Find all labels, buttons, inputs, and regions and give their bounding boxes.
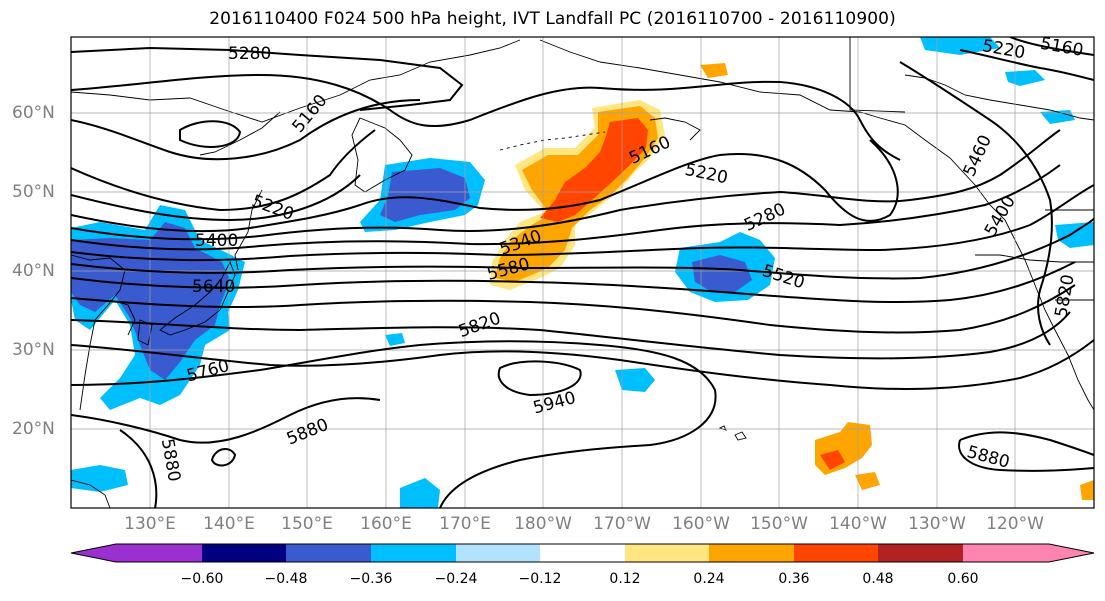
colorbar-tick-label: −0.60 [180, 571, 224, 587]
lat-label: 30°N [12, 340, 55, 360]
lat-label: 60°N [12, 103, 55, 123]
height-contours [71, 37, 1094, 508]
colorbar-segment [456, 544, 540, 562]
colorbar-segment [371, 544, 456, 562]
colorbar-segment [963, 544, 1049, 562]
colorbar-tick-label: 0.60 [947, 571, 979, 587]
colorbar-segment [202, 544, 286, 562]
map-frame [70, 36, 1095, 509]
colorbar-tick-label: −0.36 [349, 571, 393, 587]
colorbar-tick-label: 0.36 [778, 571, 810, 587]
colorbar-segment [286, 544, 371, 562]
contour-label: 5160 [1039, 34, 1085, 61]
lon-label: 150°E [281, 514, 333, 534]
colorbar-segment [116, 544, 202, 562]
coastlines [71, 37, 1094, 508]
lon-label: 170°E [439, 514, 491, 534]
colorbar-segment [794, 544, 878, 562]
lon-label: 120°W [986, 514, 1044, 534]
lon-label: 150°W [750, 514, 808, 534]
colorbar-segment [625, 544, 709, 562]
colorbar-extend-high [1049, 544, 1094, 562]
map-title: 2016110400 F024 500 hPa height, IVT Land… [209, 9, 896, 29]
colorbar-segment [878, 544, 963, 562]
lon-label: 160°W [672, 514, 730, 534]
colorbar-segment [540, 544, 625, 562]
lon-label: 140°W [829, 514, 887, 534]
colorbar-tick-label: 0.12 [609, 571, 641, 587]
lon-label: 170°W [593, 514, 651, 534]
colorbar-segment [709, 544, 794, 562]
lat-label: 20°N [12, 419, 55, 439]
lat-label: 40°N [12, 261, 55, 281]
contour-label: 5400 [195, 231, 238, 251]
lon-label: 130°W [908, 514, 966, 534]
colorbar-tick-label: 0.24 [693, 571, 725, 587]
lon-label: 180°W [514, 514, 572, 534]
colorbar-tick-label: 0.48 [862, 571, 894, 587]
colorbar-tick-label: −0.12 [518, 571, 562, 587]
lon-label: 130°E [124, 514, 176, 534]
colorbar-extend-low [71, 544, 116, 562]
colorbar-tick-label: −0.24 [434, 571, 478, 587]
lon-label: 160°E [360, 514, 412, 534]
lon-label: 140°E [203, 514, 255, 534]
colorbar-tick-label: −0.48 [264, 571, 308, 587]
lat-label: 50°N [12, 182, 55, 202]
contour-label: 5640 [192, 277, 235, 297]
contour-label: 5280 [228, 44, 271, 64]
